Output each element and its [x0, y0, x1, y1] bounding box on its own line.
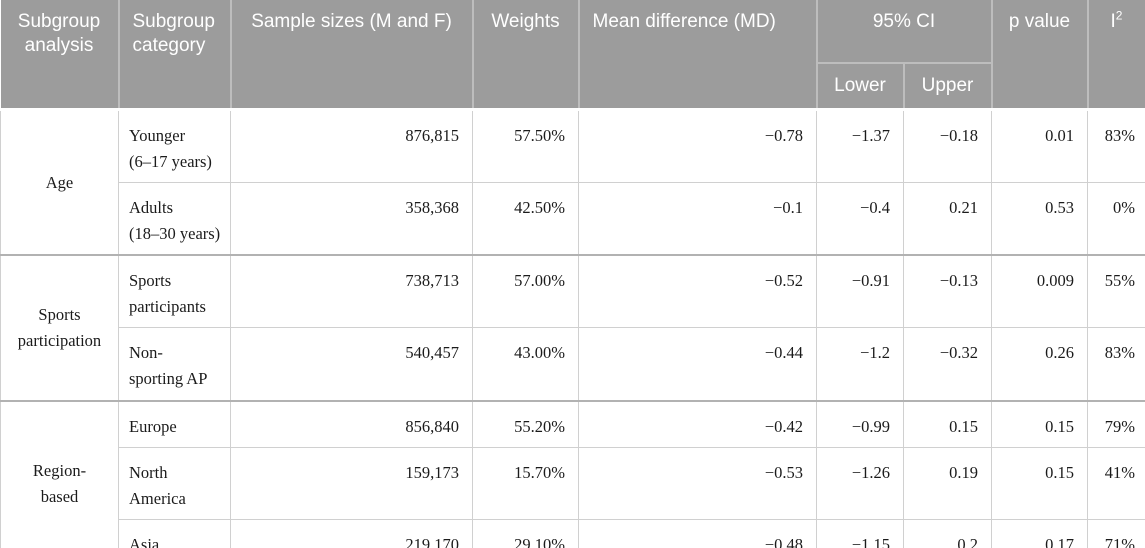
cell-ci-lower: −1.26 [816, 447, 904, 521]
cell-i2: 83% [1087, 327, 1145, 401]
cell-ci-lower: −1.15 [816, 519, 904, 548]
cell-sample-size: 540,457 [230, 327, 473, 401]
cell-i2: 83% [1087, 108, 1145, 184]
header-i2-superscript: 2 [1115, 8, 1123, 23]
cell-ci-upper: −0.13 [903, 254, 992, 329]
header-95-ci: 95% CI [816, 0, 993, 64]
cell-ci-upper: 0.2 [903, 519, 992, 548]
cell-ci-upper: −0.32 [903, 327, 992, 401]
cell-weight: 42.50% [472, 182, 579, 256]
cell-category: North America [118, 447, 231, 521]
cell-p-value: 0.01 [991, 108, 1088, 184]
cell-i2: 41% [1087, 447, 1145, 521]
cell-ci-upper: −0.18 [903, 108, 992, 184]
cell-category: Non- sporting AP [118, 327, 231, 401]
header-subgroup-analysis: Subgroup analysis [0, 0, 120, 111]
header-i2-base: I [1110, 11, 1116, 32]
cell-p-value: 0.15 [991, 399, 1088, 449]
cell-mean-difference: −0.1 [578, 182, 817, 256]
cell-mean-difference: −0.53 [578, 447, 817, 521]
cell-i2: 79% [1087, 399, 1145, 449]
cell-weight: 43.00% [472, 327, 579, 401]
cell-p-value: 0.53 [991, 182, 1088, 256]
cell-category: Adults (18–30 years) [118, 182, 231, 256]
cell-weight: 55.20% [472, 399, 579, 449]
group-label-region-based: Region- based [0, 399, 119, 548]
cell-i2: 71% [1087, 519, 1145, 548]
cell-mean-difference: −0.44 [578, 327, 817, 401]
cell-mean-difference: −0.42 [578, 399, 817, 449]
table-header: Subgroup analysis Subgroup category Samp… [0, 0, 1145, 111]
table-row: Age Younger (6–17 years) 876,815 57.50% … [0, 108, 1145, 256]
cell-i2: 0% [1087, 182, 1145, 256]
header-ci-lower: Lower [816, 62, 905, 111]
cell-category: Younger (6–17 years) [118, 108, 231, 184]
cell-weight: 29.10% [472, 519, 579, 548]
header-p-value: p value [991, 0, 1089, 111]
cell-sample-size: 876,815 [230, 108, 473, 184]
cell-i2: 55% [1087, 254, 1145, 329]
cell-p-value: 0.15 [991, 447, 1088, 521]
cell-ci-lower: −0.99 [816, 399, 904, 449]
table-row: Sports participation Sports participants… [0, 254, 1145, 402]
table-row: Asia 219,170 29.10% −0.48 −1.15 0.2 0.17… [1, 519, 1145, 548]
cell-ci-upper: 0.15 [903, 399, 992, 449]
cell-ci-lower: −1.2 [816, 327, 904, 401]
cell-weight: 57.00% [472, 254, 579, 329]
cell-ci-upper: 0.19 [903, 447, 992, 521]
cell-weight: 57.50% [472, 108, 579, 184]
cell-category: Asia [118, 519, 231, 548]
cell-p-value: 0.26 [991, 327, 1088, 401]
cell-ci-lower: −1.37 [816, 108, 904, 184]
cell-category: Europe [118, 399, 231, 449]
cell-mean-difference: −0.52 [578, 254, 817, 329]
table-row: Region- based Europe 856,840 55.20% −0.4… [0, 399, 1145, 548]
cell-sample-size: 856,840 [230, 399, 473, 449]
header-mean-difference: Mean difference (MD) [578, 0, 818, 111]
cell-mean-difference: −0.78 [578, 108, 817, 184]
table-row: Adults (18–30 years) 358,368 42.50% −0.1… [1, 182, 1145, 256]
table-body: Age Younger (6–17 years) 876,815 57.50% … [0, 108, 1145, 548]
header-i2: I2 [1087, 0, 1145, 111]
group-label-sports-participation: Sports participation [0, 254, 119, 402]
table-row: Non- sporting AP 540,457 43.00% −0.44 −1… [1, 327, 1145, 401]
cell-p-value: 0.17 [991, 519, 1088, 548]
cell-sample-size: 219,170 [230, 519, 473, 548]
cell-sample-size: 738,713 [230, 254, 473, 329]
cell-weight: 15.70% [472, 447, 579, 521]
cell-ci-lower: −0.4 [816, 182, 904, 256]
cell-mean-difference: −0.48 [578, 519, 817, 548]
cell-sample-size: 159,173 [230, 447, 473, 521]
cell-p-value: 0.009 [991, 254, 1088, 329]
header-weights: Weights [472, 0, 580, 111]
cell-category: Sports participants [118, 254, 231, 329]
header-subgroup-category: Subgroup category [118, 0, 232, 111]
cell-ci-upper: 0.21 [903, 182, 992, 256]
group-label-age: Age [0, 108, 119, 256]
cell-sample-size: 358,368 [230, 182, 473, 256]
header-ci-upper: Upper [903, 62, 993, 111]
header-sample-sizes: Sample sizes (M and F) [230, 0, 474, 111]
table-row: North America 159,173 15.70% −0.53 −1.26… [1, 447, 1145, 521]
cell-ci-lower: −0.91 [816, 254, 904, 329]
